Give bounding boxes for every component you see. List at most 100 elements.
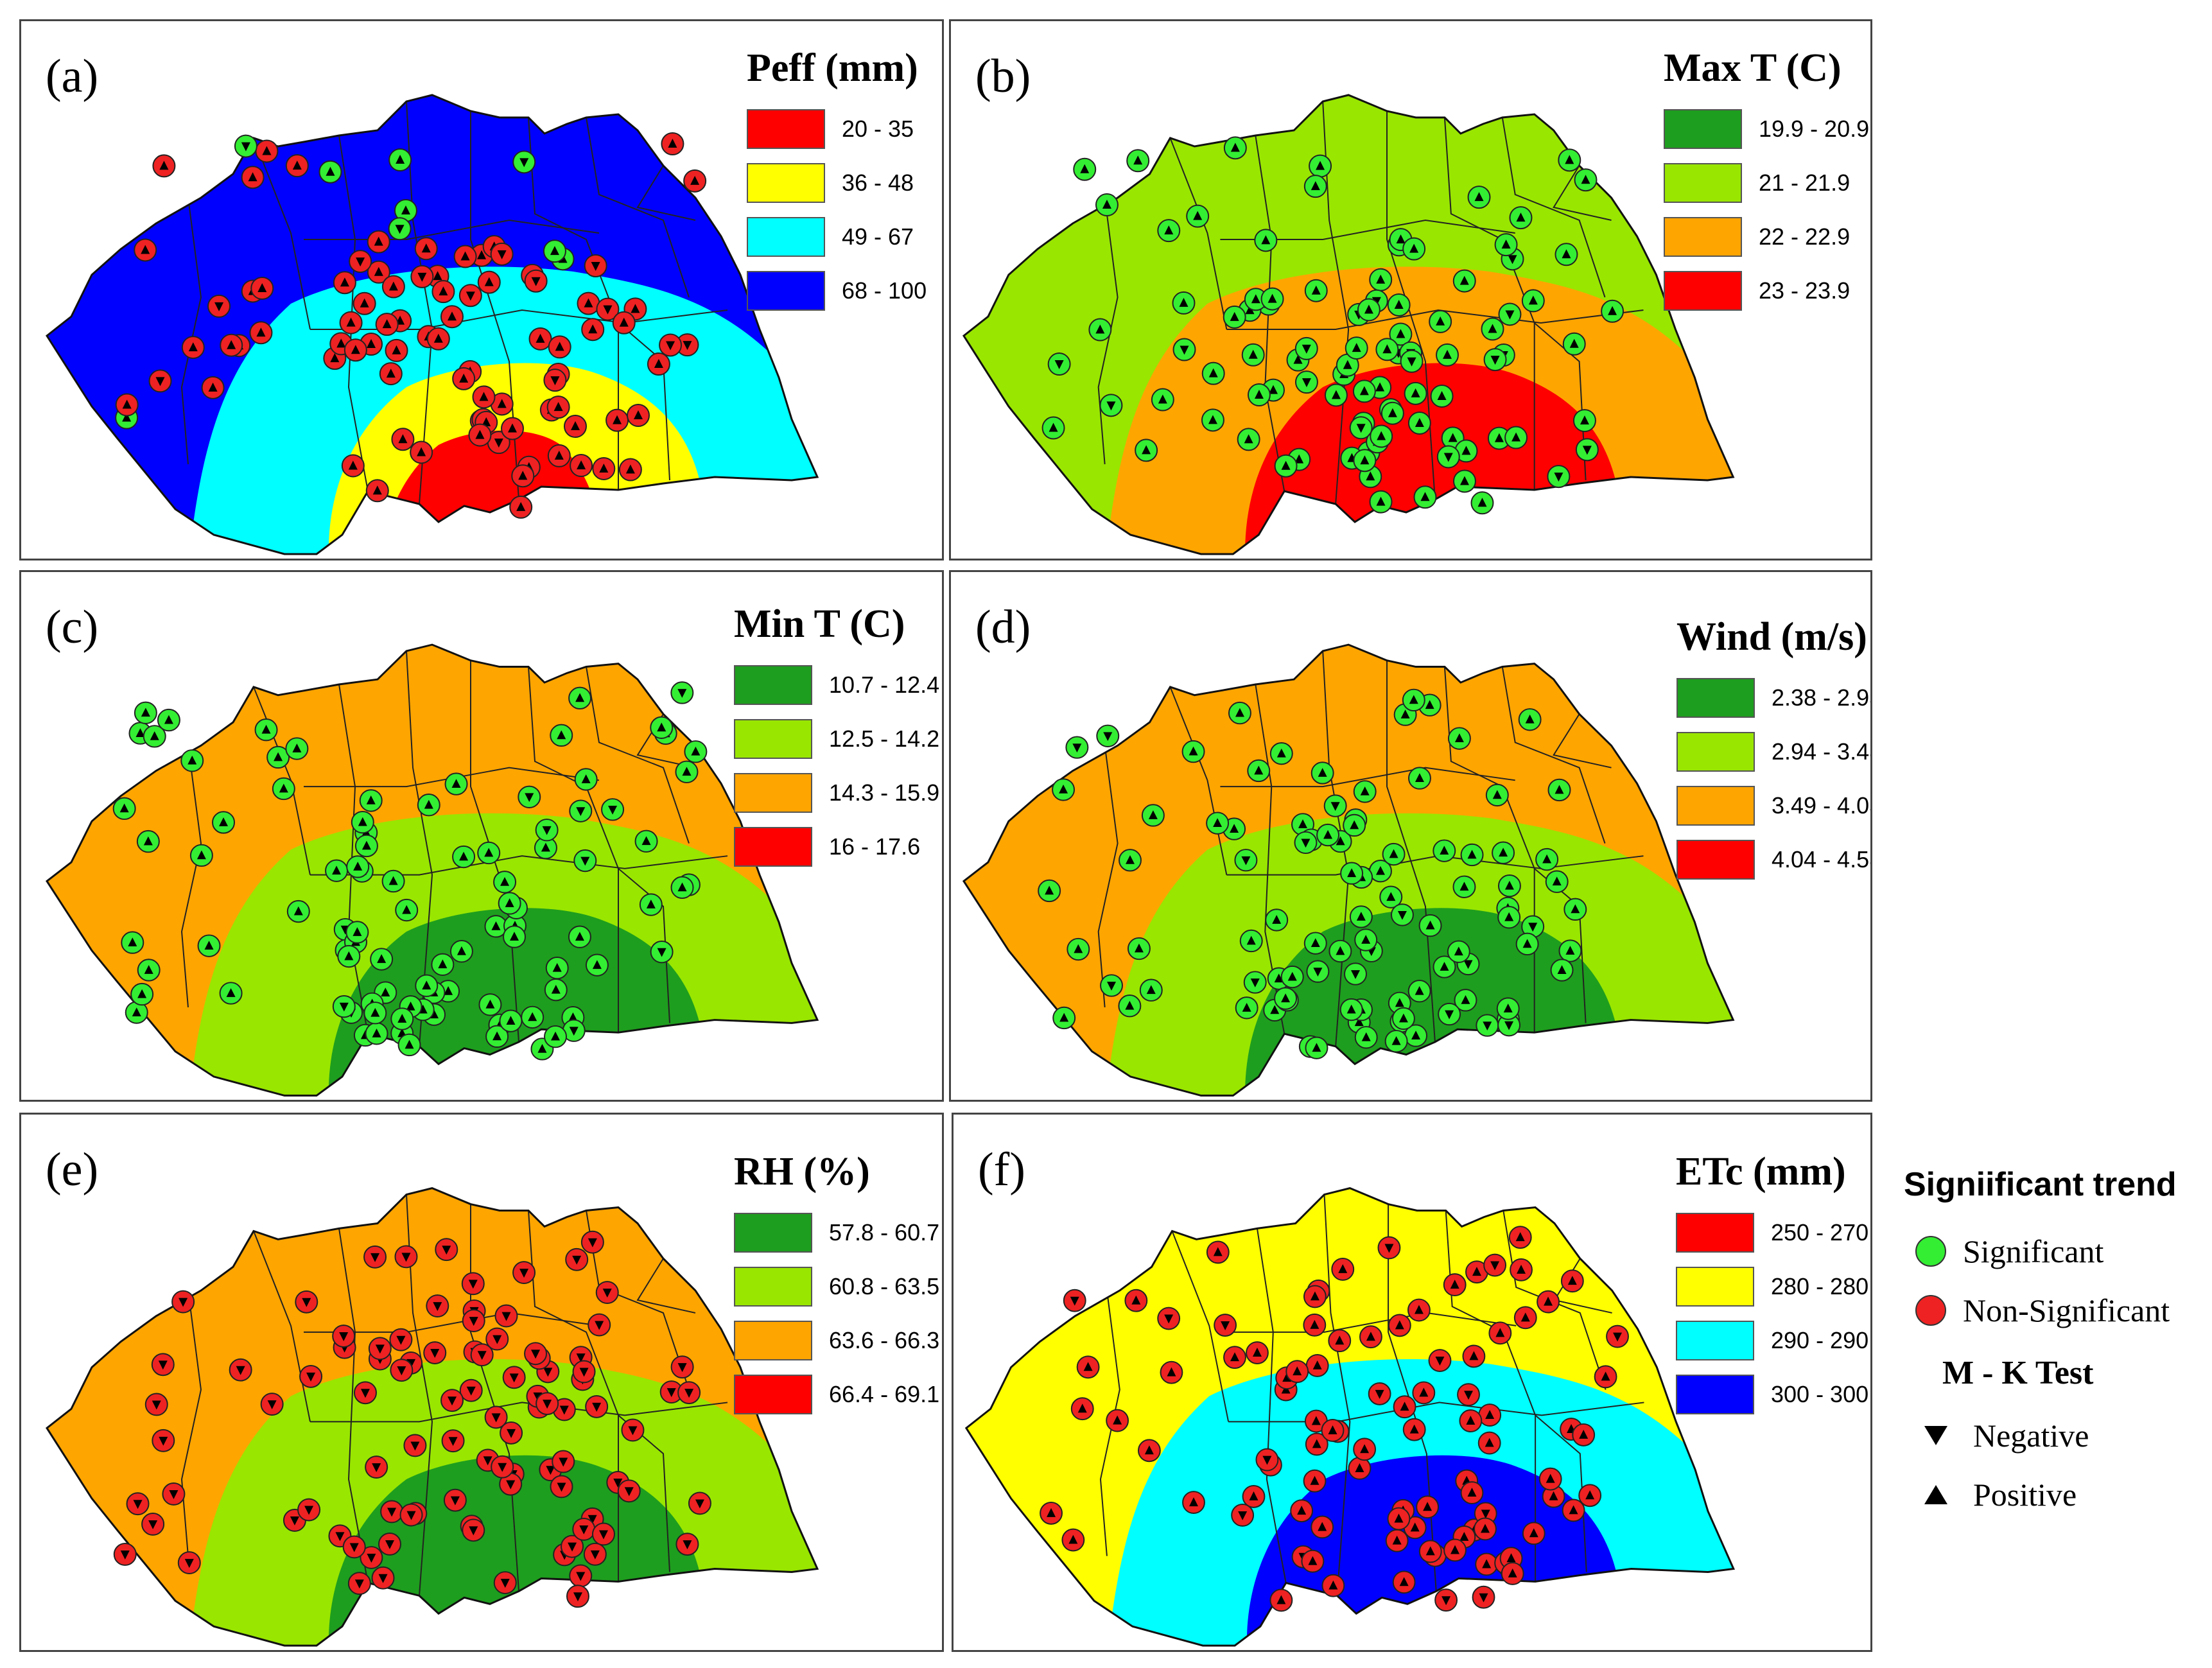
- negative-trend-icon: [448, 1437, 458, 1446]
- positive-trend-icon: [1569, 1505, 1578, 1515]
- negative-trend-icon: [491, 1413, 501, 1423]
- positive-trend-icon: [477, 250, 487, 259]
- positive-trend-icon: [1516, 213, 1526, 222]
- negative-trend-icon: [666, 341, 675, 351]
- positive-trend-icon: [1059, 1012, 1069, 1022]
- district-boundary: [1220, 767, 1515, 788]
- positive-trend-icon: [1494, 433, 1504, 442]
- positive-trend-icon: [1126, 855, 1135, 864]
- positive-trend-icon: [1338, 1264, 1348, 1273]
- district-boundary: [1501, 666, 1606, 844]
- positive-trend-icon: [372, 1028, 381, 1038]
- legend-range: 300 - 300: [1771, 1381, 1869, 1407]
- positive-trend-icon: [1467, 1488, 1477, 1497]
- positive-trend-icon: [1409, 243, 1419, 253]
- positive-trend-icon: [1248, 349, 1258, 359]
- positive-trend-icon: [1517, 1264, 1526, 1274]
- negative-trend-icon: [1464, 1391, 1473, 1400]
- map-b: [962, 94, 1735, 555]
- negative-trend-icon: [579, 1525, 589, 1534]
- positive-trend-icon: [274, 752, 283, 761]
- positive-trend-icon: [405, 1039, 414, 1049]
- positive-trend-icon: [550, 246, 559, 256]
- positive-trend-icon: [1167, 1367, 1176, 1377]
- district-boundary: [1226, 309, 1644, 330]
- positive-trend-icon: [682, 767, 692, 776]
- positive-trend-icon: [506, 1016, 516, 1025]
- positive-trend-icon: [122, 399, 132, 409]
- positive-trend-icon: [1423, 1502, 1433, 1511]
- positive-trend-icon: [1270, 1005, 1280, 1014]
- district-boundary: [1323, 1194, 1351, 1596]
- negative-trend-icon: [1397, 911, 1407, 920]
- positive-trend-icon: [592, 960, 602, 969]
- positive-trend-icon: [1269, 385, 1278, 394]
- nonsignificant-label: Non-Significant: [1963, 1292, 2170, 1328]
- positive-trend-icon: [554, 450, 564, 460]
- positive-trend-icon: [1208, 415, 1217, 424]
- positive-trend-icon: [293, 906, 303, 916]
- negative-trend-icon: [1262, 1455, 1272, 1465]
- map-e: [46, 1187, 819, 1647]
- legend-min-t: Min T (C) 10.7 - 12.4 12.5 - 14.2 14.3 -…: [734, 604, 939, 874]
- legend-title: RH (%): [734, 1150, 870, 1194]
- positive-trend-icon: [1443, 349, 1452, 359]
- positive-trend-icon: [668, 139, 677, 148]
- map-outline: [962, 643, 1735, 1097]
- positive-trend-icon: [381, 987, 390, 996]
- positive-trend-icon: [1394, 1513, 1404, 1523]
- positive-trend-icon: [227, 340, 236, 349]
- legend-row: 21 - 21.9: [1664, 156, 1869, 210]
- legend-title: ETc (mm): [1676, 1150, 1846, 1194]
- positive-trend-icon: [367, 339, 376, 349]
- negative-trend-icon: [468, 1280, 478, 1289]
- positive-trend-icon: [1281, 993, 1291, 1003]
- positive-trend-icon: [1252, 1348, 1262, 1357]
- significant-dot-icon: [1915, 1236, 1946, 1267]
- negative-trend-icon: [598, 1530, 608, 1540]
- negative-trend-icon: [339, 1332, 349, 1341]
- positive-trend-icon: [1580, 415, 1589, 425]
- negative-trend-icon: [1070, 1296, 1079, 1306]
- positive-trend-icon: [1399, 1577, 1409, 1586]
- legend-row: 68 - 100: [747, 264, 927, 318]
- positive-trend-icon: [475, 430, 485, 439]
- legend-row: 60.8 - 63.5: [734, 1260, 939, 1314]
- negative-trend-icon: [1107, 982, 1116, 991]
- negative-trend-icon: [367, 1554, 376, 1563]
- positive-trend-icon: [491, 921, 501, 930]
- positive-trend-icon: [1608, 306, 1617, 315]
- positive-trend-icon: [677, 882, 687, 892]
- positive-trend-icon: [340, 277, 349, 287]
- positive-trend-icon: [541, 842, 550, 852]
- negative-trend-icon: [1508, 255, 1517, 265]
- positive-trend-icon: [1454, 733, 1464, 743]
- positive-trend-icon: [1485, 1438, 1494, 1447]
- positive-trend-icon: [1361, 1032, 1371, 1041]
- negative-trend-icon: [1241, 856, 1251, 865]
- positive-trend-icon: [1395, 1320, 1404, 1330]
- legend-row: 2.94 - 3.48: [1676, 725, 1870, 779]
- legend-row: 3.49 - 4.03: [1676, 779, 1870, 833]
- positive-trend-icon: [398, 434, 408, 444]
- positive-trend-icon: [219, 817, 229, 826]
- district-boundary: [304, 1312, 600, 1333]
- negative-trend-icon: [148, 1520, 158, 1529]
- positive-trend-icon: [439, 286, 448, 296]
- district-boundary: [1097, 745, 1119, 1007]
- positive-trend-icon: [1242, 1002, 1251, 1012]
- district-boundary: [180, 1290, 202, 1556]
- positive-trend-icon: [1294, 454, 1304, 464]
- legend-swatch: [734, 1213, 812, 1253]
- positive-trend-icon: [261, 724, 271, 734]
- positive-trend-icon: [1386, 892, 1396, 901]
- positive-trend-icon: [1249, 1491, 1258, 1500]
- legend-range: 14.3 - 15.9: [829, 779, 940, 806]
- positive-trend-icon: [1312, 1439, 1321, 1448]
- negative-trend-icon: [1384, 1244, 1394, 1253]
- positive-trend-icon: [1235, 708, 1244, 717]
- district-boundary: [1171, 1231, 1230, 1422]
- mk-test-title: M - K Test: [1942, 1355, 2094, 1391]
- legend-row: 2.38 - 2.93: [1676, 671, 1870, 725]
- negative-trend-icon: [550, 376, 560, 386]
